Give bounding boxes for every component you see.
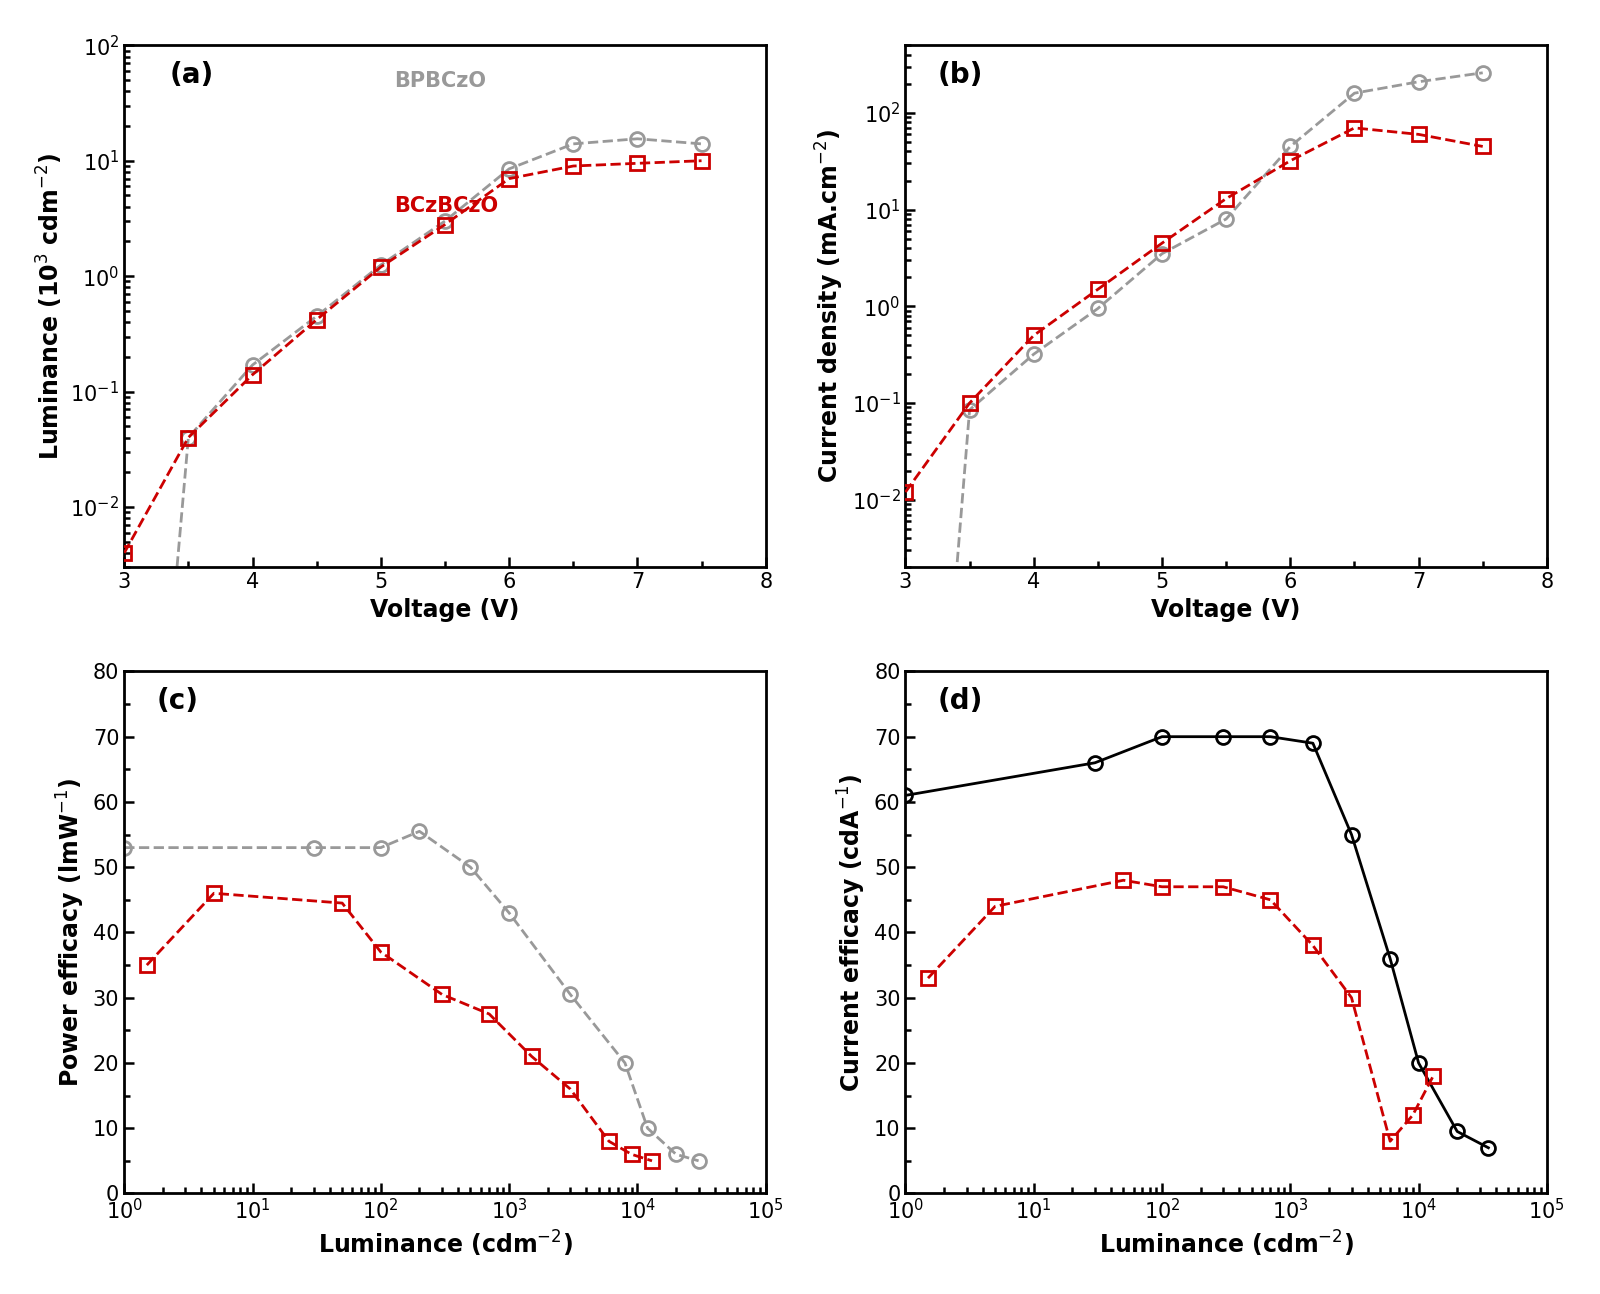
Text: BPBCzO: BPBCzO [394, 71, 486, 91]
X-axis label: Luminance (cdm$^{-2}$): Luminance (cdm$^{-2}$) [1099, 1229, 1354, 1259]
Y-axis label: Current density (mA.cm$^{-2}$): Current density (mA.cm$^{-2}$) [814, 129, 846, 484]
X-axis label: Voltage (V): Voltage (V) [1152, 598, 1301, 621]
Y-axis label: Current efficacy (cdA$^{-1}$): Current efficacy (cdA$^{-1}$) [837, 774, 869, 1092]
Y-axis label: Power efficacy (lmW$^{-1}$): Power efficacy (lmW$^{-1}$) [54, 778, 86, 1087]
Text: BCzBCzO: BCzBCzO [394, 197, 498, 216]
X-axis label: Voltage (V): Voltage (V) [370, 598, 520, 621]
Text: (c): (c) [157, 687, 198, 716]
Y-axis label: Luminance (10$^3$ cdm$^{-2}$): Luminance (10$^3$ cdm$^{-2}$) [35, 153, 66, 461]
Text: (b): (b) [938, 61, 982, 89]
Text: (d): (d) [938, 687, 982, 716]
Text: (a): (a) [170, 61, 213, 89]
X-axis label: Luminance (cdm$^{-2}$): Luminance (cdm$^{-2}$) [317, 1229, 573, 1259]
